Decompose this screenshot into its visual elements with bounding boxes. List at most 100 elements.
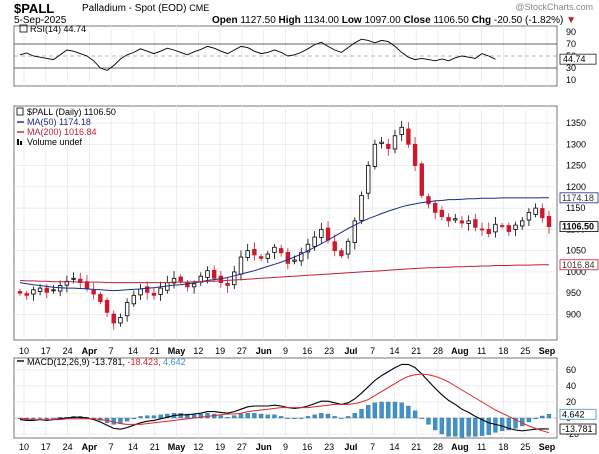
macd-histogram-bar	[366, 405, 371, 419]
x-tick-label: Apr	[82, 346, 98, 356]
candle-body	[392, 135, 398, 150]
x-tick-label: 28	[433, 346, 443, 356]
candle-body	[37, 287, 43, 292]
rsi-tick-label: 30	[566, 63, 576, 73]
ma200-line	[19, 264, 549, 284]
price-tick-label: 1200	[566, 182, 586, 192]
candle-body	[145, 286, 150, 293]
description: Palladium - Spot (EOD) CME	[82, 3, 209, 14]
date: 5-Sep-2025	[14, 15, 67, 26]
price-tick-label: 950	[566, 288, 581, 298]
macd-histogram-bar	[386, 401, 391, 419]
candle-body	[178, 276, 183, 282]
candle-body	[191, 283, 197, 288]
x-tick-label: 12	[193, 442, 203, 452]
candle-body	[339, 250, 344, 257]
candle-body	[325, 227, 331, 241]
x-tick-label: 16	[302, 346, 312, 356]
candle-body	[238, 256, 244, 275]
candle-body	[118, 317, 123, 324]
high-label: High	[278, 15, 301, 26]
price-tick-label: 1300	[566, 139, 586, 149]
candle-body	[446, 217, 451, 222]
macd-histogram-bar	[526, 417, 532, 423]
price-tick-label: 1350	[566, 118, 586, 128]
macd-histogram-bar	[305, 416, 311, 419]
legend-entry: MA(50) 1174.18	[27, 117, 91, 127]
macd-histogram-bar	[479, 417, 485, 436]
macd-title-main: MACD(12,26,9) -13.781,	[27, 357, 128, 367]
rsi-title: RSI(14) 44.74	[30, 24, 86, 34]
legend-entry: MA(200) 1016.84	[27, 127, 97, 137]
x-tick-label: 21	[150, 442, 160, 452]
chg-value: -20.50 (-1.82%)	[493, 15, 564, 26]
macd-histogram-bar	[446, 417, 451, 437]
rsi-tick-label: 90	[566, 27, 576, 37]
candle-body	[459, 220, 465, 224]
macd-tick-label: 60	[566, 365, 576, 375]
macd-histogram-bar	[419, 417, 424, 419]
macd-histogram-bar	[145, 415, 150, 419]
macd-histogram-bar	[506, 417, 511, 431]
macd-histogram-bar	[466, 417, 471, 437]
candle-body	[386, 143, 391, 149]
price-tick-label: 1050	[566, 246, 586, 256]
rsi-value-tag	[559, 53, 597, 65]
candle-body	[419, 163, 424, 196]
candle-body	[71, 277, 76, 280]
macd-histogram-bar	[265, 414, 270, 419]
macd-tick-label: 40	[566, 381, 576, 391]
macd-histogram-bar	[158, 414, 163, 419]
candle-body	[111, 313, 116, 324]
chg-label: Chg	[471, 15, 492, 26]
macd-histogram-bar	[31, 417, 36, 419]
x-tick-label: 19	[215, 346, 225, 356]
down-arrow-icon: ▼	[566, 15, 577, 26]
macd-histogram-bar	[118, 417, 123, 424]
x-tick-label: 11	[477, 442, 486, 452]
macd-histogram-bar	[325, 413, 331, 419]
price-value-tag-label: 1106.50	[562, 222, 594, 232]
macd-value-tag	[559, 423, 597, 435]
x-tick-label: 23	[324, 346, 334, 356]
candle-body	[138, 288, 143, 296]
x-tick-label: Jun	[256, 346, 272, 356]
symbol: $PALL	[14, 1, 55, 16]
candle-body	[305, 243, 311, 253]
x-tick-label: 19	[215, 442, 225, 452]
legend-entry: Volume undef	[27, 137, 83, 147]
macd-histogram-bar	[426, 417, 431, 425]
price-tick-label: 1250	[566, 161, 586, 171]
macd-histogram-bar	[292, 417, 297, 419]
candle-body	[372, 143, 378, 167]
ma50-line	[19, 197, 549, 292]
candle-body	[533, 207, 538, 215]
candle-body	[205, 270, 210, 278]
candle-body	[151, 292, 157, 296]
macd-histogram-bar	[339, 417, 344, 419]
candle-body	[31, 289, 36, 295]
candle-body	[526, 211, 532, 221]
x-tick-label: Aug	[451, 346, 469, 356]
x-tick-label: 10	[19, 346, 29, 356]
x-tick-label: 9	[283, 346, 288, 356]
candle-body	[292, 259, 297, 262]
candle-body	[439, 209, 445, 218]
candle-body	[285, 251, 291, 264]
macd-histogram-bar	[258, 413, 264, 419]
x-tick-label: 9	[283, 442, 288, 452]
legend-price-swatch	[16, 107, 24, 116]
x-tick-label: 24	[63, 346, 73, 356]
candle-body	[252, 248, 257, 256]
macd-histogram-bar	[124, 417, 130, 422]
candle-body	[265, 253, 270, 259]
x-tick-label: 12	[193, 346, 203, 356]
macd-tick-label: 20	[566, 397, 576, 407]
low-label: Low	[341, 15, 362, 26]
macd-histogram-bar	[285, 417, 290, 419]
x-tick-label: 7	[370, 442, 375, 452]
candle-body	[432, 203, 438, 213]
legend-volume-swatch	[20, 141, 22, 145]
x-tick-label: Jul	[344, 346, 357, 356]
